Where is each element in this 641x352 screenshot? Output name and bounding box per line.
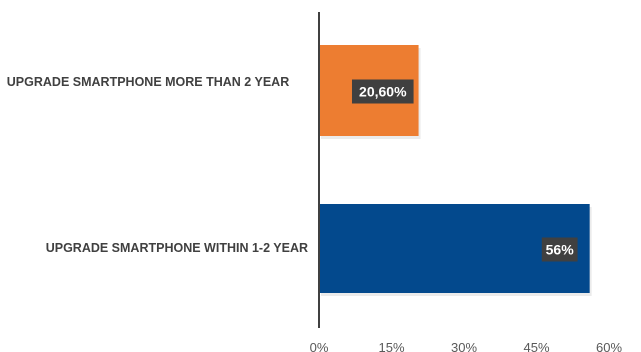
x-tick-label: 15% [378,340,404,352]
category-label-within-1-2-year: UPGRADE SMARTPHONE WITHIN 1-2 YEAR [45,240,308,255]
x-tick-label: 45% [523,340,549,352]
x-tick-label: 0% [310,340,329,352]
data-label-0: 20,60% [359,84,407,100]
data-label-1: 56% [546,242,575,258]
data-label-box-0 [351,79,414,104]
category-label-more-than-2-year: UPGRADE SMARTPHONE MORE THAN 2 YEAR [6,74,290,89]
x-tick-label: 30% [451,340,477,352]
data-label-box-1 [541,237,578,262]
x-tick-label: 60% [596,340,622,352]
